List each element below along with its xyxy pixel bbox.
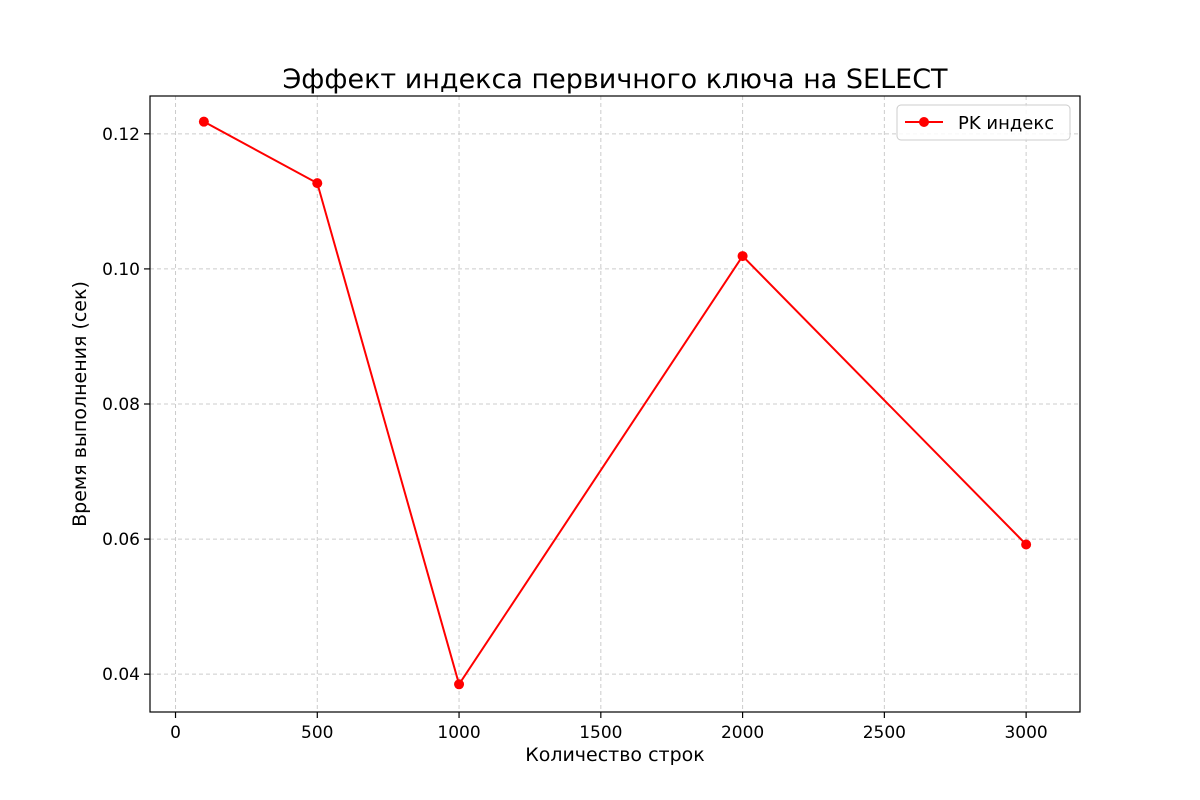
x-tick-label: 0 <box>170 723 181 743</box>
x-axis-ticks: 0 500 1000 1500 2000 2500 3000 <box>170 712 1048 743</box>
y-tick-label: 0.12 <box>102 125 140 145</box>
legend-label-pk-index: PK индекс <box>958 113 1054 134</box>
x-tick-label: 2000 <box>721 723 764 743</box>
data-point <box>737 251 748 262</box>
data-point <box>198 116 209 127</box>
x-tick-label: 3000 <box>1004 723 1047 743</box>
y-axis-label: Время выполнения (сек) <box>69 281 91 527</box>
grid <box>150 96 1080 712</box>
series-layer <box>198 116 1032 690</box>
x-tick-label: 500 <box>301 723 333 743</box>
chart-title: Эффект индекса первичного ключа на SELEC… <box>282 64 948 95</box>
x-tick-label: 1000 <box>437 723 480 743</box>
legend-box <box>896 104 1071 141</box>
legend: PK индекс <box>896 104 1071 141</box>
x-tick-label: 1500 <box>579 723 622 743</box>
y-tick-label: 0.08 <box>102 395 140 415</box>
x-tick-label: 2500 <box>863 723 906 743</box>
y-axis-ticks: 0.04 0.06 0.08 0.10 0.12 <box>102 125 150 685</box>
y-tick-label: 0.10 <box>102 260 140 280</box>
y-tick-label: 0.06 <box>102 530 140 550</box>
data-point <box>454 679 465 690</box>
legend-marker-pk-index <box>919 117 929 127</box>
data-point <box>312 178 323 189</box>
data-point <box>1021 539 1032 550</box>
y-tick-label: 0.04 <box>102 665 140 685</box>
x-axis-label: Количество строк <box>525 744 705 766</box>
